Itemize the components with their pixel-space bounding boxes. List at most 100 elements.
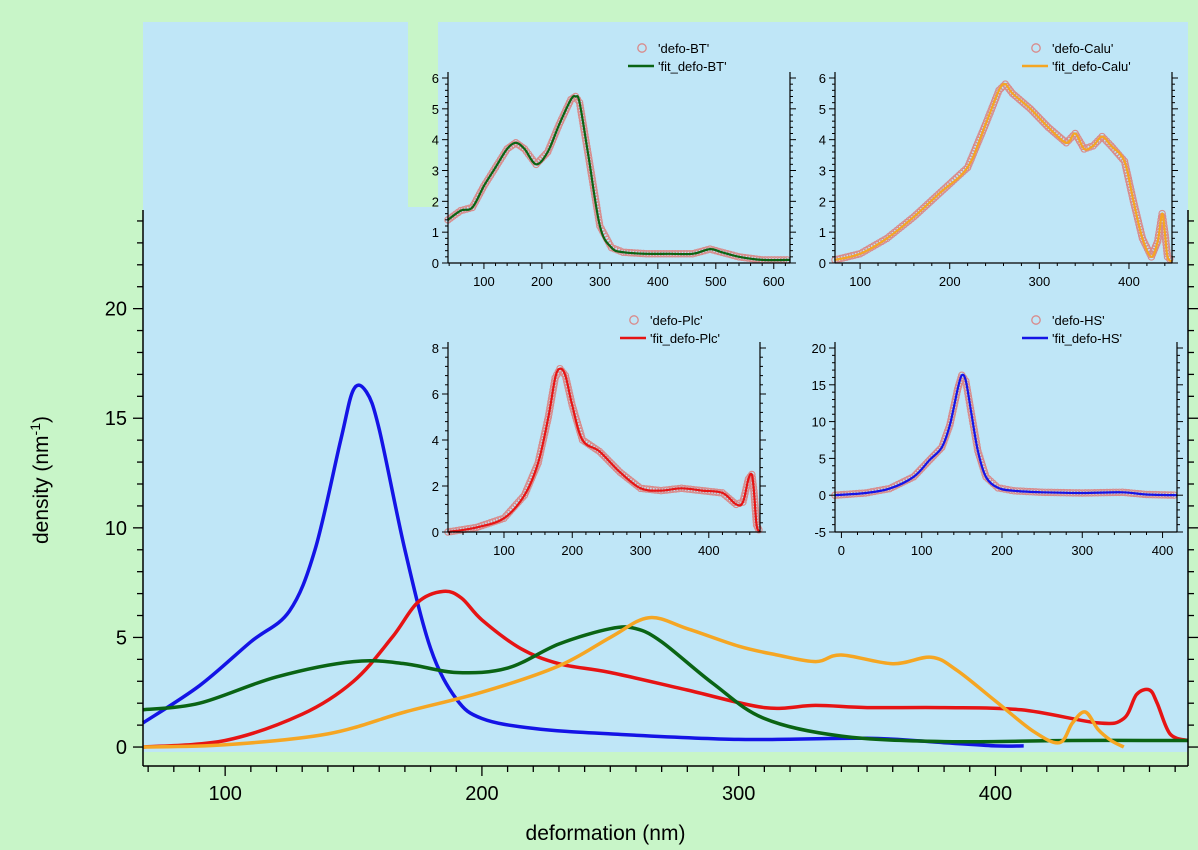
inset-calu-data-point	[1102, 137, 1111, 145]
inset-bt-x-tick-label: 300	[589, 274, 611, 289]
inset-hs-data-point	[927, 454, 936, 462]
inset-hs-data-point	[982, 473, 990, 481]
inset-calu-data-point	[934, 190, 943, 198]
inset-calu-data-point	[1019, 99, 1028, 107]
inset-calu-y-tick-label: 0	[819, 256, 826, 271]
inset-calu-y-tick-label: 6	[819, 71, 826, 86]
inset-calu-data-point	[1022, 101, 1030, 109]
inset-calu-data-point	[890, 228, 899, 237]
inset-hs-x-tick-label: 200	[991, 543, 1013, 558]
inset-calu-data-point	[1091, 139, 1100, 148]
main-x-tick-label: 300	[722, 783, 755, 805]
inset-bt-legend-marker	[637, 43, 647, 53]
inset-calu-data-point	[928, 196, 936, 205]
inset-calu-data-point	[1109, 144, 1117, 152]
inset-calu-legend-label-fit: 'fit_defo-Calu'	[1052, 59, 1131, 74]
inset-plc-legend-label-data: 'defo-Plc'	[650, 313, 703, 328]
inset-calu-data-point	[1105, 139, 1113, 148]
inset-calu-data-point	[930, 194, 938, 203]
inset-calu-y-tick-label: 4	[819, 133, 826, 148]
inset-calu-data-point	[1024, 103, 1032, 111]
inset-hs-data-point	[915, 466, 924, 475]
main-y-tick-label: 5	[116, 627, 127, 649]
inset-calu-data-point	[1015, 95, 1023, 103]
inset-plc-data-point	[627, 477, 636, 485]
inset-hs-data-point	[911, 470, 920, 479]
inset-calu-data-point	[932, 192, 941, 200]
inset-calu-data-point	[923, 200, 932, 209]
inset-calu-data-point	[1051, 129, 1059, 137]
inset-calu-data-point	[919, 204, 927, 213]
inset-plc-x-tick-label: 300	[630, 543, 652, 558]
inset-calu-data-point	[959, 167, 967, 176]
inset-plc-data-point	[612, 464, 620, 472]
inset-plc-data-point	[725, 494, 734, 503]
inset-plc: 0 2 4 6 8 100 200 300 400 'defo-Plc' 'fit_defo-Plc…	[418, 300, 783, 575]
inset-plc-data-point	[502, 512, 510, 520]
inset-calu-data-point	[914, 208, 923, 217]
inset-calu-data-point	[1107, 142, 1115, 150]
inset-plc-y-tick-label: 8	[432, 341, 439, 356]
main-series-line-1	[142, 589, 1189, 749]
inset-hs-y-tick-label: 0	[819, 488, 826, 503]
inset-bt-x-tick-label: 500	[705, 274, 727, 289]
inset-calu-data-point	[907, 214, 916, 223]
inset-calu-data-point	[897, 222, 906, 231]
inset-plc-legend-marker	[629, 315, 639, 325]
inset-calu-x-tick-label: 400	[1118, 274, 1140, 289]
inset-calu-data-point	[1060, 137, 1068, 145]
inset-calu-data-point	[1030, 109, 1039, 117]
inset-plc-data-point	[606, 458, 614, 466]
inset-calu-data-point	[895, 224, 903, 233]
inset-plc-y-tick-label: 6	[432, 387, 439, 402]
inset-hs-data-point	[986, 477, 995, 485]
inset-hs-data-point	[932, 449, 940, 458]
inset-bt-x-tick-label: 200	[531, 274, 553, 289]
inset-bt-y-tick-label: 5	[432, 102, 439, 117]
inset-bt-y-tick-label: 1	[432, 225, 439, 240]
inset-plc-data-point	[599, 451, 608, 460]
inset-hs-data-point	[913, 468, 922, 477]
inset-plc-data-point	[620, 472, 629, 480]
inset-plc-y-tick-label: 2	[432, 479, 439, 494]
inset-hs-fit-line	[834, 373, 1178, 497]
inset-plc-data-point	[597, 449, 606, 458]
inset-calu-data-point	[888, 230, 896, 239]
inset-bt: 0 1 2 3 4 5 6 100 200 300 400 500 600 'defo-BT' 'fit_d…	[432, 22, 800, 297]
inset-plc-data-point	[720, 491, 729, 499]
inset-hs-data-point	[919, 462, 928, 470]
inset-plc-x-tick-label: 400	[698, 543, 720, 558]
main-x-tick-label: 200	[465, 783, 498, 805]
main-y-tick-label: 15	[105, 408, 127, 430]
inset-calu-data-point	[1044, 123, 1053, 132]
inset-calu-data-point	[1042, 121, 1051, 130]
inset-bt-data-point	[518, 143, 527, 152]
inset-calu-data-point	[925, 198, 934, 207]
inset-calu-data-point	[905, 216, 913, 225]
main-y-tick-label: 20	[105, 299, 127, 321]
main-series-line-3	[142, 615, 1125, 749]
inset-hs-legend: 'defo-HS' 'fit_defo-HS'	[1022, 313, 1122, 346]
inset-calu-data-point	[1166, 255, 1174, 263]
main-y-tick-label: 10	[105, 518, 127, 540]
inset-bt-x-tick-label: 600	[763, 274, 785, 289]
inset-calu-data-point	[1006, 87, 1015, 95]
inset-calu-data-point	[1038, 117, 1047, 125]
inset-calu-data-point	[1058, 135, 1066, 143]
inset-plc-fit-line	[447, 367, 761, 534]
inset-calu-data-point	[1055, 133, 1064, 141]
inset-hs-data-point	[929, 451, 938, 460]
inset-plc-legend: 'defo-Plc' 'fit_defo-Plc'	[620, 313, 720, 346]
inset-bt-y-tick-label: 4	[432, 133, 439, 148]
inset-plc-legend-label-fit: 'fit_defo-Plc'	[650, 331, 720, 346]
inset-plc-data-point	[601, 453, 610, 462]
inset-plc-data-point	[730, 498, 738, 507]
inset-hs-y-tick-label: 15	[812, 378, 826, 393]
inset-hs-data-point	[917, 464, 926, 473]
inset-hs-x-tick-label: 0	[838, 543, 845, 558]
inset-calu-x-tick-label: 100	[849, 274, 871, 289]
inset-hs-y-tick-label: 5	[819, 451, 826, 466]
inset-hs-x-tick-label: 400	[1152, 543, 1174, 558]
inset-plc-data-point	[723, 492, 731, 501]
